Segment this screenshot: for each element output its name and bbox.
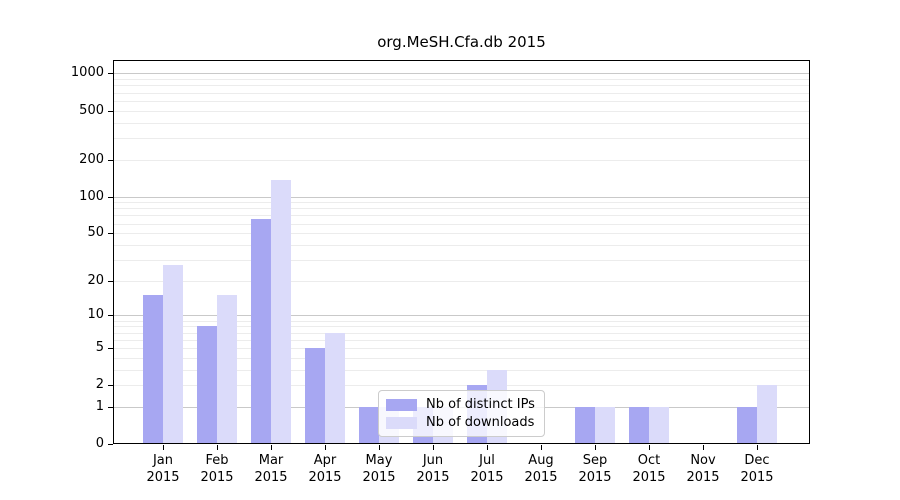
gridline-minor <box>113 137 810 139</box>
bar-distinct-ips-jan <box>143 295 163 444</box>
y-tick-mark <box>108 315 113 317</box>
gridline-minor <box>113 202 810 204</box>
gridline-minor <box>113 223 810 225</box>
gridline-major <box>113 315 810 317</box>
y-tick-label: 500 <box>79 102 104 118</box>
x-tick-label-oct: Oct 2015 <box>632 453 666 485</box>
x-tick-mark <box>703 445 704 450</box>
gridline-minor <box>113 320 810 322</box>
y-tick-label: 200 <box>79 151 104 167</box>
gridline-minor <box>113 332 810 334</box>
y-tick-mark <box>108 73 113 75</box>
x-tick-mark <box>595 445 596 450</box>
gridline-minor <box>113 159 810 161</box>
y-tick-mark <box>108 196 113 198</box>
bar-downloads-dec <box>757 385 777 444</box>
gridline-minor <box>113 110 810 112</box>
chart-title: org.MeSH.Cfa.db 2015 <box>377 33 546 51</box>
y-tick-label: 10 <box>87 307 104 323</box>
x-tick-label-apr: Apr 2015 <box>308 453 342 485</box>
legend-item-downloads: Nb of downloads <box>386 415 536 430</box>
y-tick-mark <box>108 406 113 408</box>
gridline-minor <box>113 259 810 261</box>
x-tick-mark <box>379 445 380 450</box>
gridline-minor <box>113 208 810 210</box>
x-tick-label-jul: Jul 2015 <box>470 453 504 485</box>
y-tick-label: 1 <box>95 398 104 414</box>
y-tick-label: 2 <box>95 377 104 393</box>
y-tick-mark <box>108 110 113 112</box>
bar-distinct-ips-dec <box>737 406 757 444</box>
bar-distinct-ips-oct <box>629 406 649 444</box>
gridline-minor <box>113 385 810 387</box>
x-tick-mark <box>541 445 542 450</box>
y-tick-mark <box>108 444 113 445</box>
gridline-minor <box>113 280 810 282</box>
y-tick-label: 0 <box>95 436 104 451</box>
bar-downloads-mar <box>271 179 291 444</box>
y-tick-mark <box>108 347 113 349</box>
x-tick-mark <box>271 445 272 450</box>
gridline-minor <box>113 369 810 371</box>
gridline-minor <box>113 79 810 81</box>
x-tick-mark <box>325 445 326 450</box>
bar-downloads-apr <box>325 332 345 444</box>
legend-swatch-distinct-ips <box>386 398 417 411</box>
bar-downloads-oct <box>649 406 669 444</box>
y-tick-label: 20 <box>87 272 104 288</box>
gridline-minor <box>113 347 810 349</box>
x-tick-label-nov: Nov 2015 <box>686 453 720 485</box>
legend-swatch-downloads <box>386 416 417 429</box>
bar-downloads-feb <box>217 295 237 444</box>
y-tick-mark <box>108 385 113 387</box>
x-tick-label-dec: Dec 2015 <box>740 453 774 485</box>
y-tick-label: 100 <box>79 188 104 204</box>
x-tick-mark <box>649 445 650 450</box>
x-tick-label-sep: Sep 2015 <box>578 453 612 485</box>
legend-label-downloads: Nb of downloads <box>426 415 535 430</box>
bar-distinct-ips-may <box>359 406 379 444</box>
legend: Nb of distinct IPs Nb of downloads <box>378 390 545 437</box>
bar-downloads-jan <box>163 265 183 444</box>
bar-distinct-ips-sep <box>575 406 595 444</box>
gridline-minor <box>113 92 810 94</box>
y-tick-label: 1000 <box>70 65 104 81</box>
x-tick-label-feb: Feb 2015 <box>200 453 234 485</box>
gridline-minor <box>113 122 810 124</box>
x-tick-mark <box>433 445 434 450</box>
gridline-minor <box>113 233 810 235</box>
y-tick-mark <box>108 159 113 161</box>
y-tick-label: 5 <box>95 339 104 355</box>
gridline-minor <box>113 100 810 102</box>
gridline-minor <box>113 215 810 217</box>
bar-downloads-sep <box>595 406 615 444</box>
x-tick-mark <box>163 445 164 450</box>
bar-distinct-ips-feb <box>197 326 217 444</box>
bar-distinct-ips-apr <box>305 347 325 444</box>
x-tick-label-aug: Aug 2015 <box>524 453 558 485</box>
gridline-minor <box>113 244 810 246</box>
x-tick-mark <box>217 445 218 450</box>
gridline-minor <box>113 357 810 359</box>
x-tick-label-may: May 2015 <box>362 453 396 485</box>
x-tick-mark <box>487 445 488 450</box>
legend-item-distinct-ips: Nb of distinct IPs <box>386 397 536 412</box>
legend-label-distinct-ips: Nb of distinct IPs <box>426 397 535 412</box>
x-tick-label-jun: Jun 2015 <box>416 453 450 485</box>
gridline-minor <box>113 339 810 341</box>
y-tick-mark <box>108 233 113 235</box>
y-tick-mark <box>108 280 113 282</box>
y-tick-label: 50 <box>87 225 104 241</box>
bar-distinct-ips-mar <box>251 218 271 444</box>
gridline-minor <box>113 326 810 328</box>
x-tick-label-jan: Jan 2015 <box>146 453 180 485</box>
x-tick-mark <box>757 445 758 450</box>
gridline-major <box>113 196 810 198</box>
x-tick-label-mar: Mar 2015 <box>254 453 288 485</box>
gridline-minor <box>113 85 810 87</box>
gridline-major <box>113 73 810 75</box>
